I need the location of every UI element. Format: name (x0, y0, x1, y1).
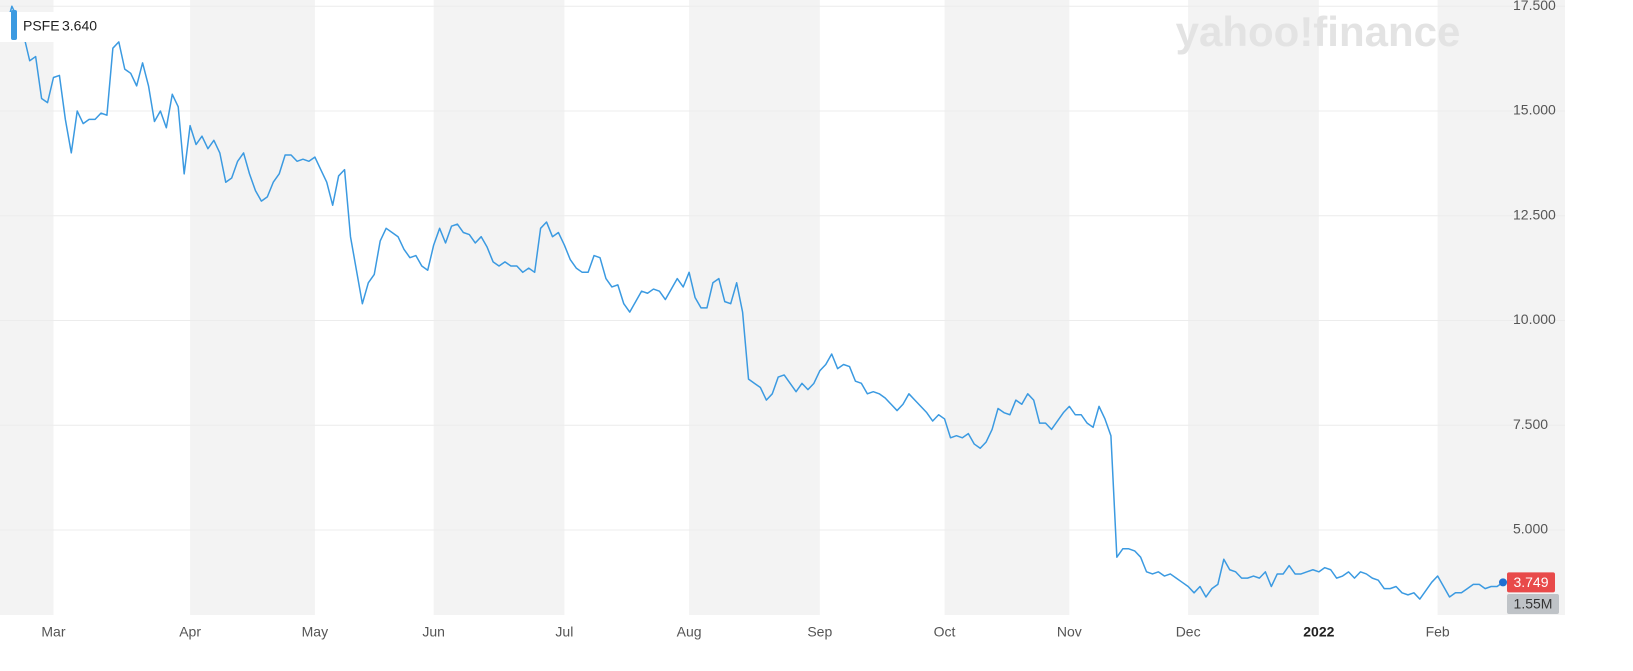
month-band (190, 0, 315, 615)
x-tick-label: Dec (1176, 624, 1201, 640)
x-tick-label: Aug (677, 624, 702, 640)
volume-tag-label: 1.55M (1514, 596, 1553, 612)
y-tick-label: 17.500 (1513, 0, 1556, 13)
x-tick-label: Mar (41, 624, 65, 640)
price-tag (1507, 572, 1555, 593)
y-tick-label: 5.000 (1513, 521, 1548, 537)
month-band (1437, 0, 1565, 615)
plot (0, 5, 1507, 600)
x-tick-label: Nov (1057, 624, 1082, 640)
y-tick-label: 12.500 (1513, 206, 1556, 222)
x-tick-label: Sep (807, 624, 832, 640)
x-tick-label: Jun (422, 624, 445, 640)
y-tick-label: 10.000 (1513, 311, 1556, 327)
month-band (0, 0, 54, 615)
price-tag-label: 3.749 (1513, 574, 1548, 590)
month-band (689, 0, 820, 615)
axes: Mar Apr May Jun Jul Aug Sep Oct Nov Dec 2022 Feb 5.0… (41, 0, 1559, 640)
legend-value: 3.640 (62, 18, 97, 34)
watermark: yahoo!finance (1176, 8, 1461, 55)
legend-label: PSFE (23, 18, 60, 34)
volume-tag (1507, 594, 1559, 614)
x-tick-label: May (302, 624, 328, 640)
x-tick-label: Apr (179, 624, 201, 640)
legend: PSFE 3.640 (0, 10, 110, 42)
x-tick-label: Jul (555, 624, 573, 640)
x-tick-label: Feb (1426, 624, 1450, 640)
y-tick-label: 7.500 (1513, 416, 1548, 432)
month-band (944, 0, 1070, 615)
month-bands (0, 0, 1565, 615)
legend-box (0, 12, 110, 42)
legend-swatch (11, 10, 17, 40)
month-band (1188, 0, 1319, 615)
grid (0, 5, 1565, 531)
last-point (1499, 578, 1507, 587)
x-tick-label: 2022 (1303, 624, 1334, 640)
price-line (0, 5, 1504, 600)
month-band (433, 0, 565, 615)
x-tick-label: Oct (934, 624, 956, 640)
y-tick-label: 15.000 (1513, 102, 1556, 118)
